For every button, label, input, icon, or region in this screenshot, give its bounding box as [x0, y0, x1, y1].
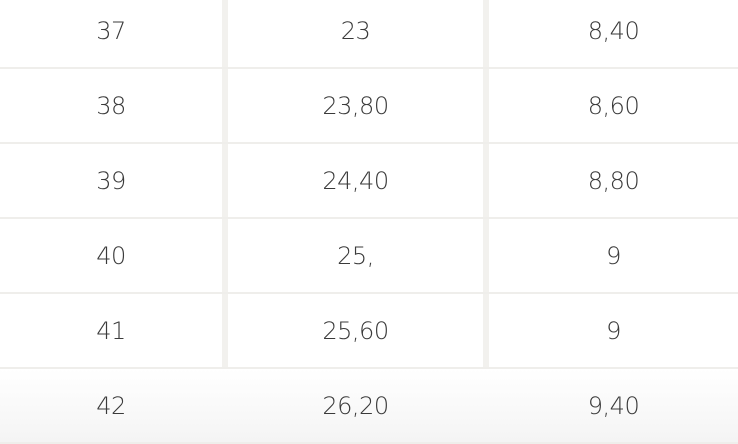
length-cell: 24,40 [228, 144, 483, 217]
length-cell: 23,80 [228, 69, 483, 142]
width-cell: 9,40 [587, 391, 640, 420]
size-cell: 38 [0, 69, 222, 142]
length-cell: 25, [228, 219, 483, 292]
width-cell: 8,40 [489, 0, 738, 67]
length-cell: 25,60 [228, 294, 483, 367]
table-row: 41 25,60 9 [0, 294, 738, 369]
size-cell: 37 [0, 0, 222, 67]
width-cell: 9 [489, 294, 738, 367]
table-row: 40 25, 9 [0, 219, 738, 294]
length-cell: 23 [228, 0, 483, 67]
table-row: 38 23,80 8,60 [0, 69, 738, 144]
width-cell: 9 [489, 219, 738, 292]
size-cell: 41 [0, 294, 222, 367]
width-cell: 8,80 [489, 144, 738, 217]
table-row: 42 26,20 9,40 [0, 369, 738, 444]
table-row: 39 24,40 8,80 [0, 144, 738, 219]
table-row: 37 23 8,40 [0, 0, 738, 69]
width-cell: 8,60 [489, 69, 738, 142]
length-cell: 26,20 [322, 391, 389, 420]
size-cell: 40 [0, 219, 222, 292]
size-cell: 39 [0, 144, 222, 217]
size-cell: 42 [96, 391, 126, 420]
